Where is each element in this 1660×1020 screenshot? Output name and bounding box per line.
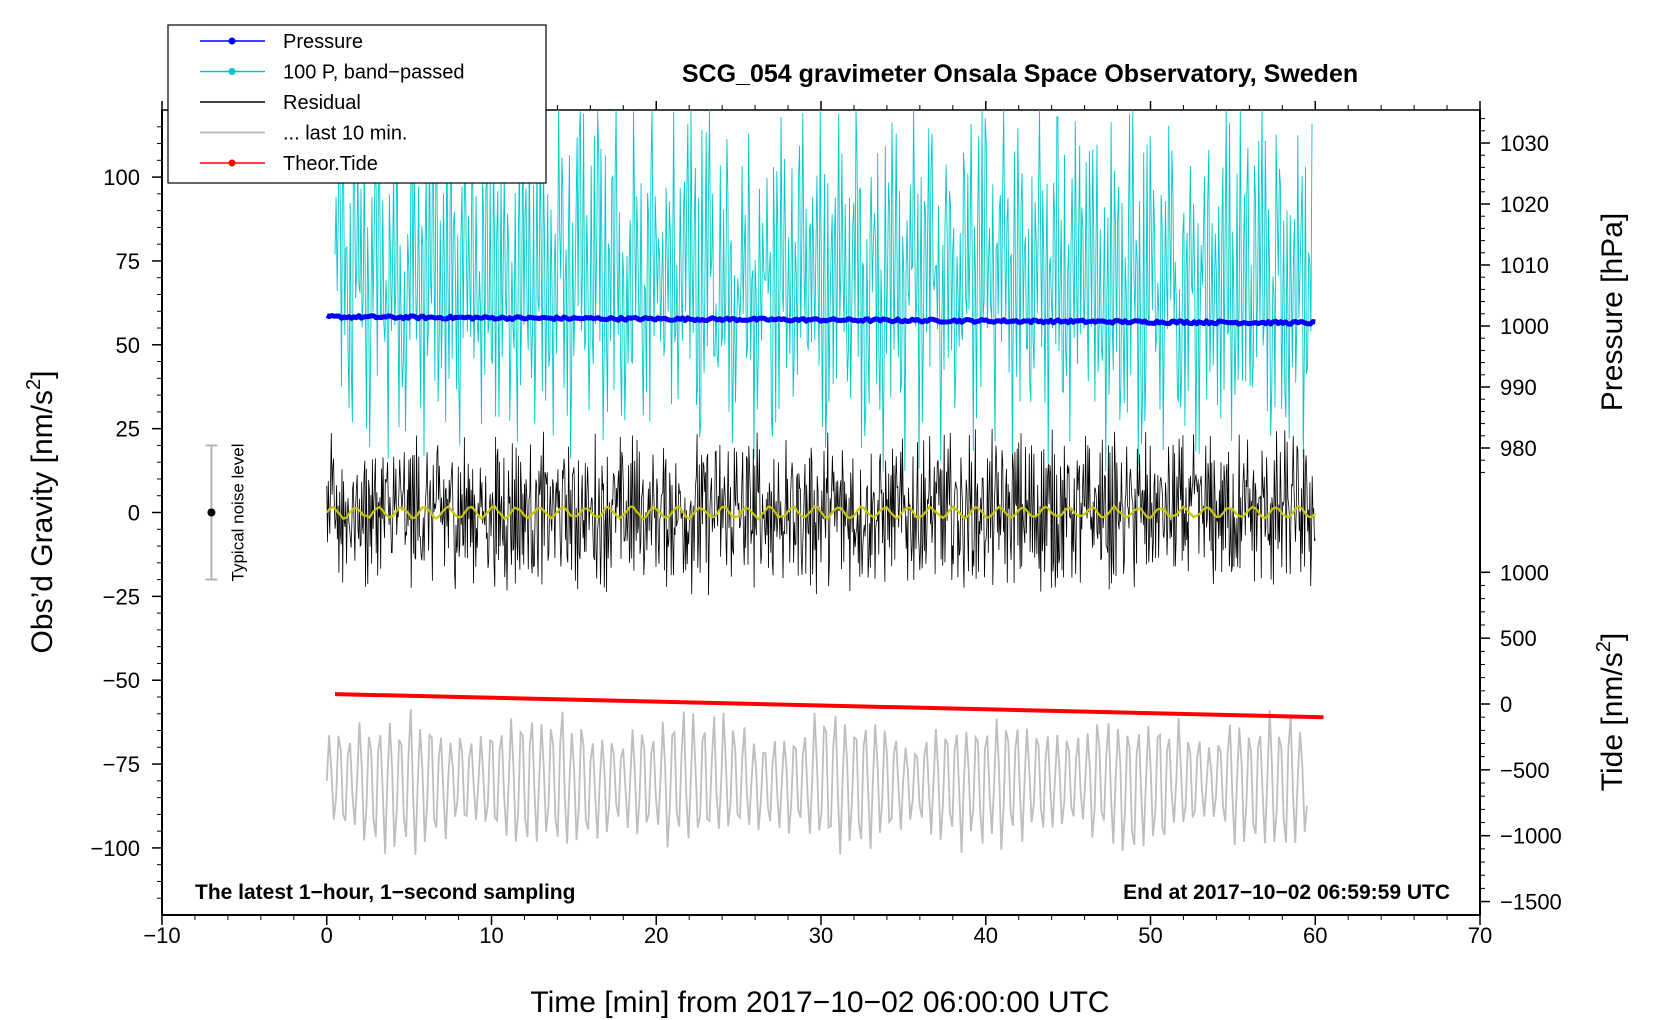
- x-tick-label: 50: [1138, 923, 1162, 948]
- legend-marker: [228, 159, 236, 167]
- legend-label: 100 P, band−passed: [283, 62, 464, 84]
- legend-label: ... last 10 min.: [283, 123, 408, 145]
- series-residual-smoothed: [325, 504, 1317, 521]
- series-last-10-min: [325, 708, 1308, 855]
- y-tick-label: 50: [116, 333, 140, 358]
- x-tick-label: 10: [479, 923, 503, 948]
- y-tick-label: −75: [103, 752, 140, 777]
- y-tick-label: −25: [103, 584, 140, 609]
- y-tick-label: 100: [103, 165, 140, 190]
- y-axis-title-left: Obs’d Gravity [nm/s2]: [23, 371, 59, 654]
- y-left-main: Obs’d Gravity [nm/s: [26, 390, 59, 653]
- pressure-tick-label: 990: [1500, 375, 1537, 400]
- series-layer: [325, 109, 1324, 855]
- pressure-tick-label: 980: [1500, 436, 1537, 461]
- legend: Pressure 100 P, band−passed Residual ... la…: [167, 24, 547, 184]
- x-tick-label: −10: [143, 923, 180, 948]
- legend-label: Pressure: [283, 31, 363, 53]
- series-residual: [326, 428, 1316, 596]
- legend-label: Residual: [283, 92, 361, 114]
- legend-box: [167, 24, 547, 184]
- x-tick-label: 40: [974, 923, 998, 948]
- note-left: The latest 1−hour, 1−second sampling: [195, 881, 575, 904]
- series-pressure: [325, 313, 1316, 327]
- y-tick-label: −50: [103, 668, 140, 693]
- legend-marker: [228, 68, 236, 75]
- y-tide-main: Tide [nm/s: [1596, 652, 1629, 791]
- y-left-sup: 2: [23, 379, 45, 390]
- chart-title: SCG_054 gravimeter Onsala Space Observat…: [682, 60, 1358, 88]
- tide-tick-label: 500: [1500, 626, 1537, 651]
- y-tide-sup: 2: [1593, 641, 1615, 652]
- y-tick-label: 75: [116, 249, 140, 274]
- tide-tick-label: −1500: [1500, 890, 1562, 915]
- x-tick-label: 0: [321, 923, 333, 948]
- y-tick-label: 25: [116, 417, 140, 442]
- tide-tick-label: −1000: [1500, 824, 1562, 849]
- series-theoretical-tide: [334, 692, 1324, 720]
- y-tide-end: ]: [1596, 633, 1629, 641]
- ticks-layer: −10 0 10 20 30 40 50 60 70−100−75−50−25025507510…: [90, 101, 1562, 948]
- noise-bar-center: [207, 508, 216, 517]
- y-axis-title-pressure: Pressure [hPa]: [1596, 213, 1629, 411]
- legend-label: Theor.Tide: [283, 153, 378, 175]
- tide-tick-label: 1000: [1500, 560, 1549, 585]
- pressure-tick-label: 1020: [1500, 192, 1549, 217]
- y-tick-label: 0: [128, 501, 140, 526]
- pressure-tick-label: 1000: [1500, 314, 1549, 339]
- y-left-end: ]: [26, 371, 59, 379]
- note-right: End at 2017−10−02 06:59:59 UTC: [1123, 881, 1450, 904]
- y-tick-label: −100: [90, 836, 140, 861]
- noise-label: Typical noise level: [228, 444, 247, 582]
- y-axis-title-tide: Tide [nm/s2]: [1593, 633, 1629, 791]
- noise-indicator: Typical noise level: [205, 444, 247, 582]
- tide-tick-label: 0: [1500, 692, 1512, 717]
- x-tick-label: 70: [1468, 923, 1492, 948]
- x-tick-label: 20: [644, 923, 668, 948]
- x-tick-label: 60: [1303, 923, 1327, 948]
- legend-marker: [228, 37, 236, 45]
- pressure-tick-label: 1010: [1500, 253, 1549, 278]
- x-axis-title: Time [min] from 2017−10−02 06:00:00 UTC: [530, 986, 1109, 1019]
- pressure-tick-label: 1030: [1500, 131, 1549, 156]
- tide-tick-label: −500: [1500, 758, 1550, 783]
- x-tick-label: 30: [809, 923, 833, 948]
